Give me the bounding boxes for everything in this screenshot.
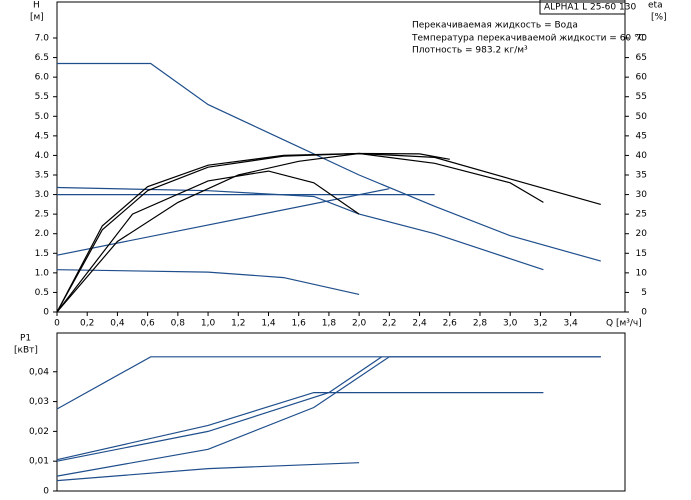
y2-tick-label: 5	[641, 288, 647, 298]
curve	[56, 152, 544, 313]
curve	[56, 356, 383, 462]
y-tick-label: 3.0	[35, 190, 50, 200]
y-axis-label: H	[33, 1, 40, 11]
curve	[56, 392, 544, 461]
y2-tick-label: 10	[636, 268, 648, 278]
y-axis-label: P1	[20, 334, 31, 344]
y2-tick-label: 70	[636, 34, 648, 44]
curve	[57, 62, 601, 262]
x-tick-label: 2,0	[352, 319, 367, 329]
y2-tick-label: 65	[636, 53, 647, 63]
y-tick-label: 0,03	[29, 397, 49, 407]
curve	[56, 188, 390, 256]
y2-axis-label: eta	[648, 1, 663, 11]
y-tick-label: 7.0	[35, 34, 50, 44]
y-tick-label: 4.0	[35, 151, 50, 161]
x-tick-label: 1,6	[292, 319, 307, 329]
model-label: ALPHA1 L 25-60 130	[544, 3, 636, 13]
curve	[56, 152, 601, 313]
y-tick-label: 0,04	[29, 367, 49, 377]
y-tick-label: 0.5	[35, 288, 49, 298]
y-tick-label: 0,02	[29, 427, 49, 437]
x-tick-label: 3,0	[503, 319, 518, 329]
y2-tick-label: 60	[636, 73, 648, 83]
curve	[56, 170, 360, 313]
y2-tick-label: 25	[636, 210, 647, 220]
x-tick-label: 1,8	[322, 319, 337, 329]
y-tick-label: 4.5	[35, 131, 49, 141]
curve	[56, 269, 360, 295]
x-tick-label: 0,4	[110, 319, 125, 329]
x-tick-label: 2,2	[382, 319, 396, 329]
annotation: Температура перекачиваемой жидкости = 60…	[411, 34, 645, 44]
y-tick-label: 3.5	[35, 171, 49, 181]
y-axis-unit: [кВт]	[14, 346, 38, 356]
y2-tick-label: 55	[636, 92, 647, 102]
y-tick-label: 6.5	[35, 53, 49, 63]
annotation: Перекачиваемая жидкость = Вода	[412, 21, 578, 31]
x-tick-label: 0,2	[80, 319, 94, 329]
x-tick-label: 2,4	[412, 319, 427, 329]
annotation: Плотность = 983.2 кг/м³	[412, 46, 528, 56]
x-tick-label: 3,2	[533, 319, 547, 329]
x-axis-label: Q [м³/ч]	[606, 319, 642, 329]
plot-frame	[56, 332, 626, 492]
y2-tick-label: 50	[636, 112, 648, 122]
y-tick-label: 2.0	[35, 229, 50, 239]
x-tick-label: 1,0	[201, 319, 216, 329]
y-tick-label: 6.0	[35, 73, 50, 83]
y-tick-label: 0,01	[29, 457, 49, 467]
y-tick-label: 5.5	[35, 92, 49, 102]
y-tick-label: 5.0	[35, 112, 50, 122]
curve	[56, 462, 360, 482]
y2-axis-unit: [%]	[651, 13, 667, 23]
y-axis-unit: [м]	[30, 13, 44, 23]
y-tick-label: 2.5	[35, 210, 49, 220]
x-tick-label: 0,8	[171, 319, 186, 329]
x-tick-label: 0	[54, 319, 60, 329]
y2-tick-label: 30	[636, 190, 648, 200]
x-tick-label: 0,6	[140, 319, 155, 329]
plot-frame	[56, 1, 626, 313]
x-tick-label: 2,6	[443, 319, 458, 329]
y2-tick-label: 0	[641, 308, 647, 318]
x-tick-label: 1,2	[231, 319, 245, 329]
y2-tick-label: 40	[636, 151, 648, 161]
x-tick-label: 3,4	[563, 319, 578, 329]
y2-tick-label: 20	[636, 229, 648, 239]
curve	[56, 152, 450, 313]
y2-tick-label: 45	[636, 131, 647, 141]
x-tick-label: 2,8	[473, 319, 488, 329]
y-tick-label: 1.5	[35, 249, 49, 259]
curve	[56, 356, 601, 410]
x-tick-label: 1,4	[261, 319, 276, 329]
y2-tick-label: 35	[636, 171, 647, 181]
y-tick-label: 0	[43, 308, 49, 318]
y2-tick-label: 15	[636, 249, 647, 259]
curve	[56, 356, 601, 477]
y-tick-label: 0	[43, 487, 49, 497]
y-tick-label: 1.0	[35, 268, 50, 278]
curve	[56, 186, 544, 271]
